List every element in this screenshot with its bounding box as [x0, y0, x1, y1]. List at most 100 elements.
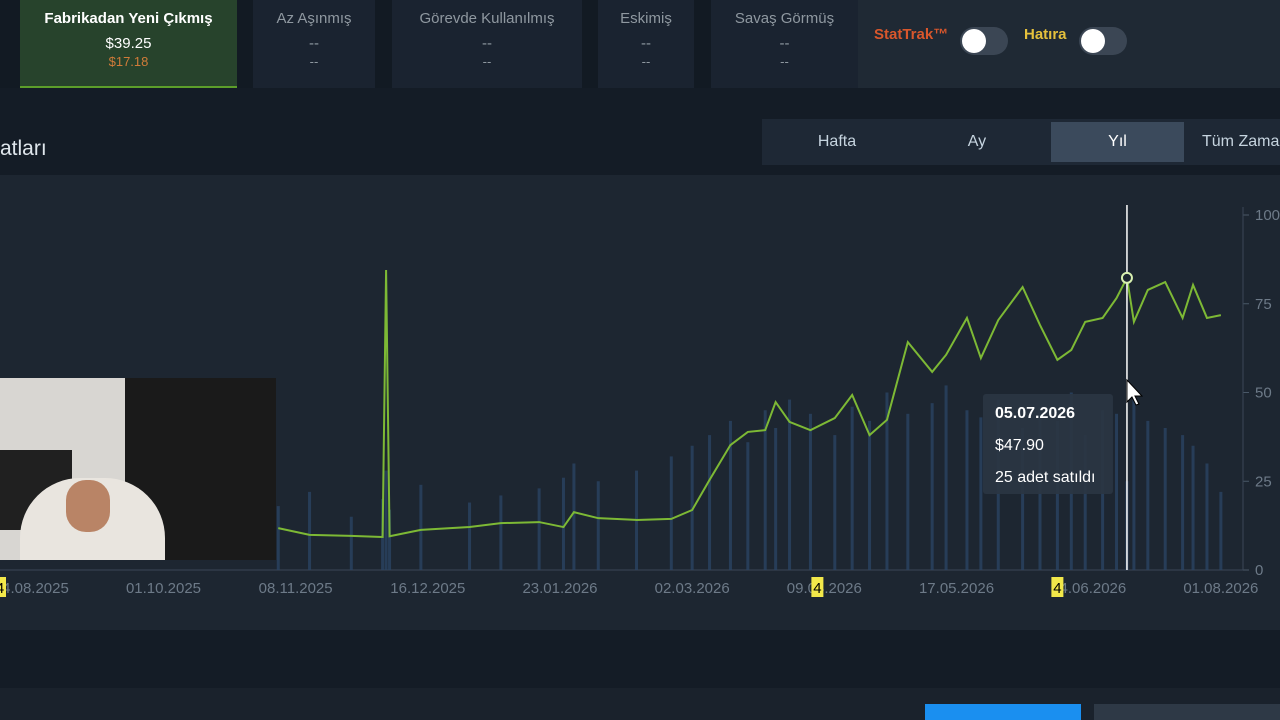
volume-bar: [885, 392, 889, 570]
x-tick-label: 24.08.2025: [0, 580, 69, 597]
event-marker: [1051, 577, 1064, 597]
price-line: [278, 270, 1222, 539]
volume-bar: [728, 420, 732, 570]
condition-price-alt: $17.18: [108, 54, 149, 69]
event-marker-label: 4: [1053, 580, 1061, 597]
condition-price-alt: --: [309, 54, 319, 69]
y-tick-label: 75: [1255, 296, 1272, 313]
condition-price: $39.25: [105, 35, 152, 52]
condition-tab[interactable]: Fabrikadan Yeni Çıkmış $39.25 $17.18: [20, 0, 237, 88]
condition-tab[interactable]: Görevde Kullanılmış -- --: [392, 0, 582, 88]
range-tab[interactable]: Ay: [967, 133, 987, 150]
footer-bar: [0, 688, 1280, 720]
volume-bar: [965, 410, 969, 570]
volume-bar: [746, 442, 750, 570]
tooltip-date: 05.07.2026: [995, 405, 1075, 422]
range-tab[interactable]: Yıl: [1051, 122, 1184, 162]
range-bar: [762, 119, 1280, 165]
x-tick-label: 16.12.2025: [390, 580, 465, 597]
toggle-label: StatTrak™: [874, 26, 949, 43]
volume-bar: [596, 481, 600, 570]
x-tick-label: 01.08.2026: [1183, 580, 1258, 597]
volume-bar: [868, 420, 872, 570]
volume-bar: [276, 506, 280, 570]
volume-bar: [1021, 428, 1025, 570]
event-marker-label: 4: [813, 580, 821, 597]
condition-name: Görevde Kullanılmış: [419, 10, 555, 27]
volume-bar: [833, 435, 837, 570]
volume-bar: [808, 413, 812, 570]
volume-bar: [1146, 420, 1150, 570]
condition-tab[interactable]: Az Aşınmış -- --: [253, 0, 375, 88]
x-tick-label: 01.10.2025: [126, 580, 201, 597]
condition-name: Fabrikadan Yeni Çıkmış: [44, 10, 213, 27]
range-tab[interactable]: Hafta: [817, 133, 857, 150]
volume-bar: [708, 435, 712, 570]
tooltip-box: [982, 394, 1113, 494]
volume-bar: [979, 417, 983, 570]
volume-bar: [384, 470, 388, 570]
x-tick-label: 23.01.2026: [522, 580, 597, 597]
volume-bar: [1163, 428, 1167, 570]
button[interactable]: [925, 704, 1081, 720]
volume-bar: [1083, 435, 1087, 570]
condition-price-alt: --: [641, 54, 651, 69]
tooltip-sold: 25 adet satıldı: [995, 469, 1096, 486]
volume-bar: [1132, 399, 1136, 570]
volume-bar: [308, 491, 312, 570]
condition-name: Savaş Görmüş: [734, 10, 835, 27]
volume-bar: [388, 509, 392, 570]
volume-bar: [1219, 491, 1223, 570]
condition-tab[interactable]: Savaş Görmüş -- --: [711, 0, 858, 88]
volume-bar: [499, 495, 503, 570]
condition-name: Az Aşınmış: [276, 10, 352, 27]
volume-bar: [1181, 435, 1185, 570]
condition-price: --: [482, 35, 492, 52]
volume-bar: [763, 410, 767, 570]
volume-bar: [419, 484, 423, 570]
toggle-switch[interactable]: [1079, 27, 1127, 55]
volume-bar: [669, 456, 673, 570]
section-title: atları: [0, 137, 47, 160]
condition-price-alt: --: [482, 54, 492, 69]
volume-bar: [906, 413, 910, 570]
volume-bar: [468, 502, 472, 570]
tooltip-price: $47.90: [995, 437, 1044, 454]
condition-name: Eskimiş: [620, 10, 672, 27]
x-tick-label: 24.06.2026: [1051, 580, 1126, 597]
y-tick-label: 0: [1255, 562, 1263, 579]
x-tick-label: 09.04.2026: [787, 580, 862, 597]
volume-bar: [1115, 413, 1119, 570]
cursor: [1126, 378, 1144, 406]
x-tick-label: 08.11.2025: [259, 580, 333, 597]
volume-bar: [1205, 463, 1209, 570]
volume-bar: [788, 399, 792, 570]
condition-price: --: [309, 35, 319, 52]
condition-tab[interactable]: Eskimiş -- --: [598, 0, 694, 88]
y-tick-label: 50: [1255, 385, 1272, 402]
volume-bar: [1191, 445, 1195, 570]
volume-bar: [561, 477, 565, 570]
volume-bar: [537, 488, 541, 570]
toggle-area: [858, 0, 1280, 88]
condition-price-alt: --: [780, 54, 789, 69]
volume-bar: [572, 463, 576, 570]
webcam: [0, 378, 276, 560]
volume-bar: [944, 385, 948, 570]
toggle-label: Hatıra: [1024, 26, 1067, 43]
hover-point: [1120, 271, 1133, 284]
toggle-switch[interactable]: [960, 27, 1008, 55]
volume-bar: [349, 516, 353, 570]
button[interactable]: [1094, 704, 1280, 720]
volume-bar: [930, 403, 934, 570]
event-marker: [0, 577, 6, 597]
range-tab[interactable]: Tüm Zama: [1202, 133, 1280, 150]
y-tick-label: 25: [1255, 473, 1272, 490]
condition-price: --: [641, 35, 651, 52]
volume-bar: [774, 428, 778, 570]
condition-price: --: [779, 35, 790, 52]
y-tick-label: 100: [1255, 207, 1280, 224]
x-tick-label: 17.05.2026: [919, 580, 994, 597]
event-marker-label: 4: [0, 580, 4, 597]
